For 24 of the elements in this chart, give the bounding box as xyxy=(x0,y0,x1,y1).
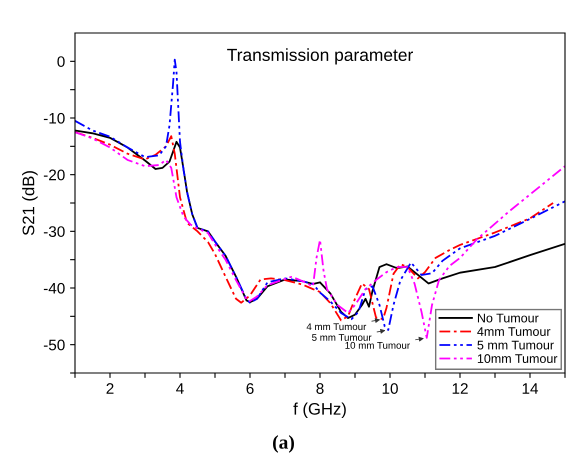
x-tick-label: 6 xyxy=(246,383,254,394)
legend-label: 5 mm Tumour xyxy=(477,340,554,350)
legend-label: 4mm Tumour xyxy=(477,327,550,336)
x-tick-label: 12 xyxy=(452,383,468,394)
x-tick-label: 14 xyxy=(522,383,538,394)
annotation: 10 mm Tumour xyxy=(345,342,410,349)
text: (a) xyxy=(273,435,294,453)
y-tick-label: 0 xyxy=(57,56,65,68)
text: Transmission parameter xyxy=(227,48,413,64)
y-tick-label: -20 xyxy=(44,170,65,180)
annotation: 4 mm Tumour xyxy=(306,323,366,330)
x-tick-label: 4 xyxy=(176,383,184,394)
y-tick-label: -10 xyxy=(44,112,65,124)
y-tick-label: -30 xyxy=(44,226,65,238)
legend-label: 10mm Tumour xyxy=(478,354,558,364)
x-tick-label: 10 xyxy=(382,383,398,394)
y-axis-title: S21 (dB) xyxy=(22,171,38,236)
legend-label: No Tumour xyxy=(478,314,539,322)
annotation: 5 mm Tumour xyxy=(312,334,372,341)
x-tick-label: 2 xyxy=(106,383,114,394)
y-tick-label: -50 xyxy=(44,340,65,350)
x-tick-label: 8 xyxy=(316,383,324,394)
y-tick-label: -40 xyxy=(44,282,65,294)
x-axis-title: f (GHz) xyxy=(293,402,346,418)
